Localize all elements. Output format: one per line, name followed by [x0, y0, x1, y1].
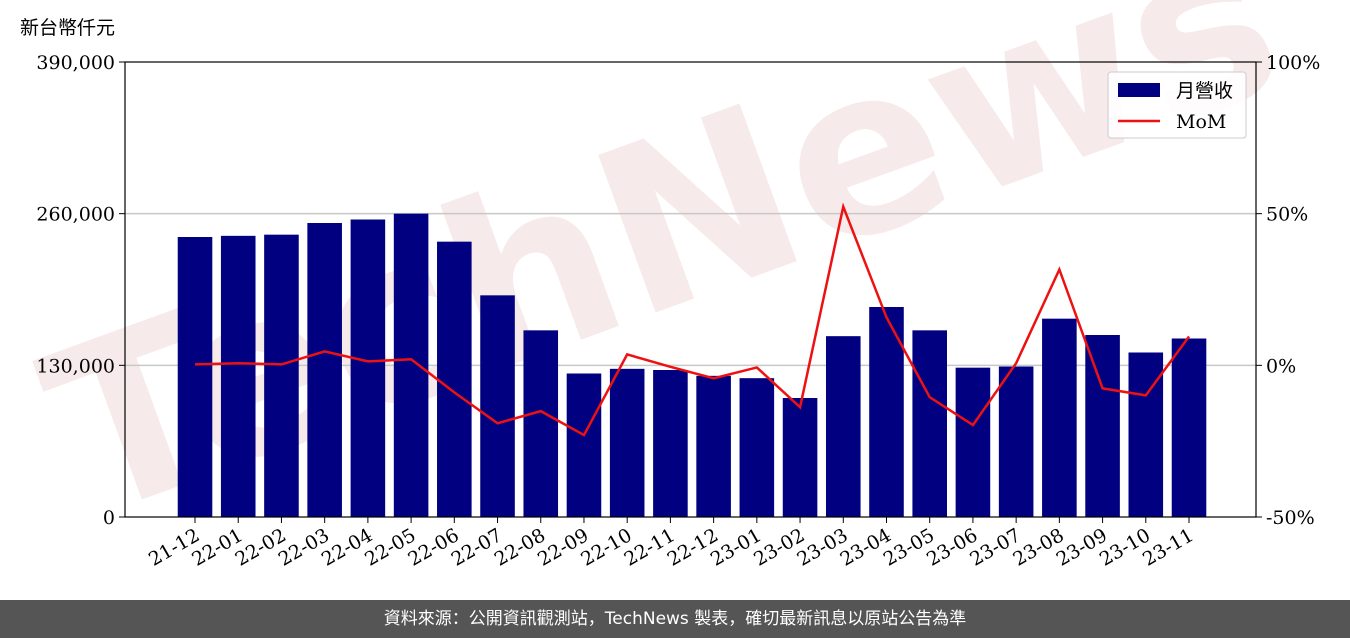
y2-tick-label: 100% [1266, 52, 1320, 74]
bar [1085, 335, 1120, 517]
bar [739, 378, 775, 517]
bar [480, 295, 515, 517]
bar [307, 223, 342, 517]
bar [653, 370, 688, 517]
y-tick-label: 390,000 [36, 52, 115, 74]
y2-tick-label: -50% [1266, 507, 1315, 529]
bar [264, 234, 299, 517]
bar [998, 366, 1034, 517]
legend-swatch [1118, 83, 1160, 97]
bar [869, 307, 904, 517]
x-tick-label: 23-11 [1139, 524, 1197, 570]
bar [220, 235, 256, 518]
bar [825, 336, 861, 517]
y2-tick-label: 0% [1266, 355, 1296, 377]
bar [566, 373, 602, 517]
y-tick-label: 260,000 [36, 204, 115, 226]
bar [177, 237, 213, 517]
bar [1171, 338, 1207, 517]
bar [955, 367, 991, 517]
bar [437, 241, 472, 517]
footer: 資料來源：公開資訊觀測站，TechNews 製表，確切最新訊息以原站公告為準 [0, 600, 1350, 638]
y-tick-label: 130,000 [36, 355, 115, 377]
plot-frame [124, 61, 1257, 518]
bar [609, 368, 645, 517]
bar [696, 375, 731, 517]
chart: 新台幣仟元 TechNews0130,000260,000390,000-50%… [16, 0, 1320, 571]
bar [393, 213, 429, 517]
bar [782, 398, 818, 517]
y2-tick-label: 50% [1266, 204, 1308, 226]
unit-label: 新台幣仟元 [20, 17, 115, 39]
bar [912, 330, 947, 517]
bar [523, 330, 559, 517]
bar [1042, 318, 1077, 517]
line [194, 202, 1191, 437]
y-tick-label: 0 [103, 507, 115, 529]
legend-label: MoM [1176, 111, 1226, 133]
legend-label: 月營收 [1176, 80, 1233, 102]
bar [350, 219, 386, 517]
